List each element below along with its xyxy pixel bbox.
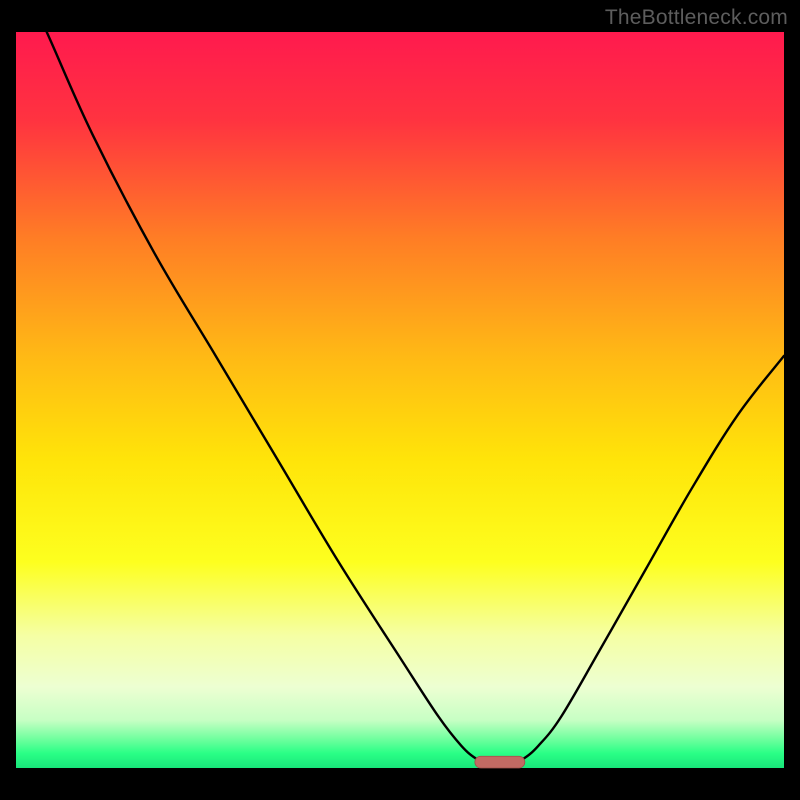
- optimum-marker: [475, 756, 525, 768]
- chart-container: TheBottleneck.com: [0, 0, 800, 800]
- watermark-label: TheBottleneck.com: [605, 6, 788, 30]
- bottleneck-curve-chart: [0, 0, 800, 800]
